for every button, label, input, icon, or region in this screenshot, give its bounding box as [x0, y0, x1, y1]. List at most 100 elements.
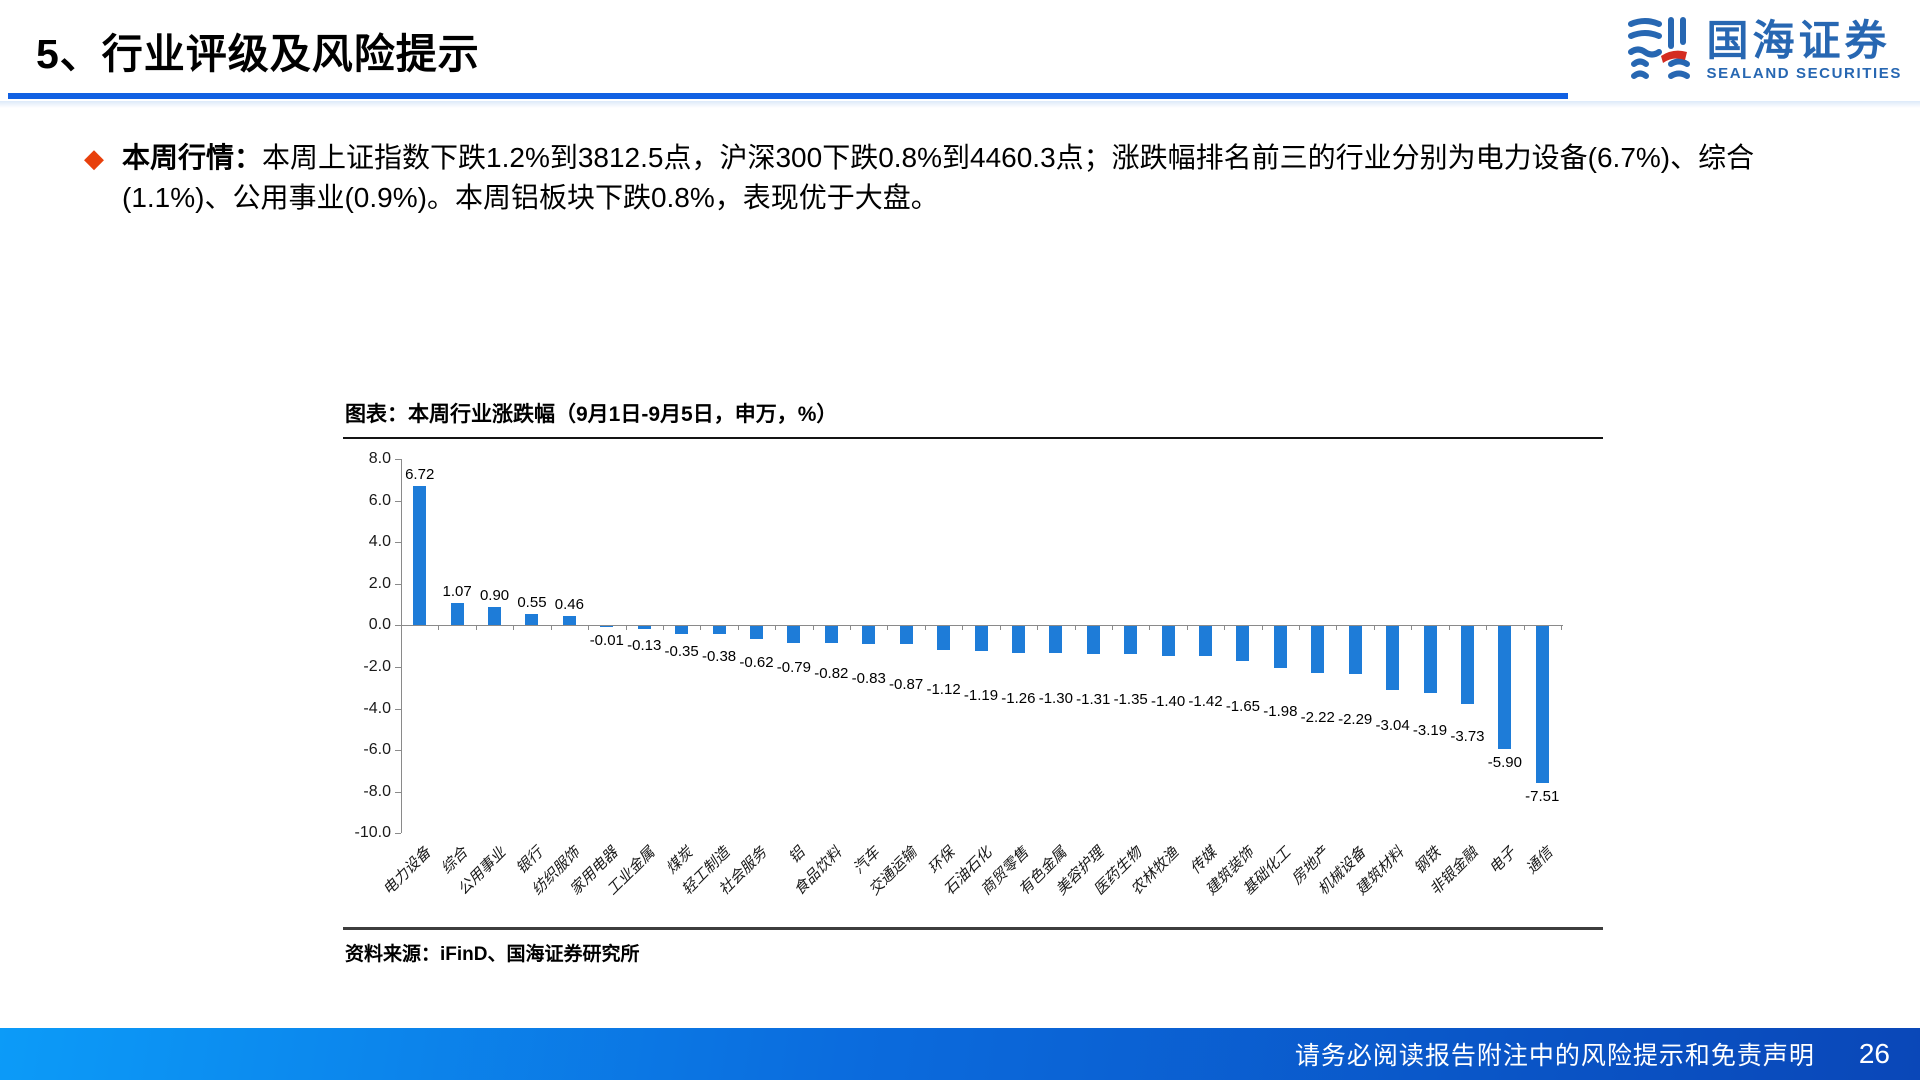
x-axis-tick	[513, 625, 515, 631]
bar-value-label: -1.19	[963, 686, 999, 704]
bar	[600, 626, 614, 628]
figure: 图表：本周行业涨跌幅（9月1日-9月5日，申万，%） 8.0 6.0 4.0 2.0 0…	[343, 398, 1603, 966]
bar-value-label: -3.19	[1412, 722, 1448, 740]
bar-value-label: -0.87	[889, 675, 924, 693]
y-axis-tick-label: 2.0	[368, 574, 391, 592]
bar	[1348, 626, 1362, 675]
bullet-text: 本周上证指数下跌1.2%到3812.5点，沪深300下跌0.8%到4460.3点…	[122, 142, 1755, 213]
x-axis-tick	[625, 625, 627, 631]
y-axis-tick	[395, 833, 401, 835]
bar-value-label: -1.40	[1150, 692, 1186, 710]
bar-value-label: -0.01	[589, 631, 624, 649]
page-title: 5、行业评级及风险提示	[36, 31, 480, 77]
bar	[824, 626, 838, 644]
bar-value-label: 6.72	[405, 465, 435, 483]
bar	[637, 626, 651, 630]
x-axis-tick	[962, 625, 964, 631]
x-axis-tick	[700, 625, 702, 631]
figure-top-rule	[343, 437, 1603, 439]
x-axis-tick	[1149, 625, 1151, 631]
y-axis-tick-label: -10.0	[354, 824, 391, 842]
y-axis-tick	[395, 625, 401, 627]
bar	[712, 626, 726, 635]
x-axis-tick	[550, 625, 552, 631]
bar-value-label: -1.26	[1001, 689, 1036, 707]
x-axis-tick	[1299, 625, 1301, 631]
bar	[525, 613, 539, 626]
bar-value-label: -0.83	[851, 670, 886, 688]
x-axis-tick	[1261, 625, 1263, 631]
bar-value-label: -0.13	[627, 637, 662, 655]
x-axis-tick	[887, 625, 889, 631]
x-axis-tick	[1336, 625, 1338, 631]
x-axis-tick	[850, 625, 852, 631]
bar-value-label: -1.35	[1113, 691, 1148, 709]
bar	[1311, 626, 1325, 673]
bullet-label: 本周行情：	[122, 142, 263, 173]
bar	[1086, 626, 1100, 654]
sealand-logo-icon	[1623, 12, 1695, 89]
x-axis-tick	[588, 625, 590, 631]
x-axis-tick	[475, 625, 477, 631]
y-axis-tick	[395, 791, 401, 793]
figure-bottom-rule	[343, 927, 1603, 930]
bar	[1386, 626, 1400, 690]
x-axis-tick	[1486, 625, 1488, 631]
figure-title: 图表：本周行业涨跌幅（9月1日-9月5日，申万，%）	[345, 403, 838, 426]
bar	[1236, 626, 1250, 661]
y-axis-tick-label: 4.0	[368, 533, 391, 551]
bar-value-label: -2.22	[1300, 708, 1335, 726]
chart-canvas: 8.0 6.0 4.0 2.0 0.0 -2.0 -4.0 -6.0 -8.0 -10.0 6.72…	[343, 439, 1603, 927]
bar-value-label: -1.30	[1038, 690, 1073, 708]
bar	[899, 626, 913, 645]
company-logo: 国海证券 SEALAND SECURITIES	[1623, 12, 1903, 89]
bar-value-label: 0.46	[554, 595, 584, 613]
x-axis-tick	[1186, 625, 1188, 631]
y-axis-tick-label: 8.0	[368, 450, 391, 467]
bar-value-label: 1.07	[442, 583, 472, 601]
bar	[937, 626, 951, 650]
logo-subtitle: SEALAND SECURITIES	[1706, 65, 1902, 82]
x-axis-tick	[438, 625, 440, 631]
y-axis-tick	[395, 500, 401, 502]
page-number: 26	[1858, 1038, 1890, 1069]
bar-value-label: -0.79	[776, 659, 811, 677]
bar	[862, 626, 876, 644]
header-soft-rule	[0, 101, 1920, 108]
x-axis-tick	[775, 625, 777, 631]
bar	[1199, 626, 1213, 656]
bar-value-label: -1.31	[1076, 690, 1111, 708]
y-axis-tick-label: -2.0	[363, 658, 391, 675]
bar-value-label: -0.35	[664, 642, 699, 660]
bar	[1124, 626, 1138, 655]
bar-value-label: -2.29	[1338, 711, 1373, 729]
x-axis-tick	[1111, 625, 1113, 631]
bar	[1273, 626, 1287, 668]
bar	[1498, 626, 1512, 750]
bar	[1011, 626, 1025, 653]
x-axis-tick	[1523, 625, 1525, 631]
bar-value-label: -0.62	[739, 653, 774, 671]
y-axis-tick-label: -4.0	[363, 699, 391, 717]
bar	[675, 626, 689, 634]
bar-value-label: -1.98	[1263, 703, 1298, 721]
bar	[450, 603, 464, 626]
bar-value-label: -7.51	[1525, 787, 1560, 805]
bar	[562, 615, 576, 626]
x-axis-tick	[1074, 625, 1076, 631]
bar-value-label: -5.90	[1487, 754, 1522, 772]
y-axis-tick	[395, 708, 401, 710]
bar-value-label: -1.12	[926, 681, 961, 699]
x-axis-tick	[999, 625, 1001, 631]
bullet-paragraph: 本周行情：本周上证指数下跌1.2%到3812.5点，沪深300下跌0.8%到44…	[122, 138, 1796, 218]
x-axis-tick	[1224, 625, 1226, 631]
x-axis-tick	[1373, 625, 1375, 631]
diamond-bullet-icon: ◆	[84, 143, 104, 173]
footer-disclaimer: 请务必阅读报告附注中的风险提示和免责声明	[1294, 1042, 1815, 1070]
logo-name: 国海证券	[1706, 17, 1891, 64]
y-axis-tick	[395, 667, 401, 668]
bar	[488, 606, 502, 626]
bar-value-label: 0.90	[479, 586, 510, 604]
bar	[1423, 626, 1437, 693]
y-axis-tick	[395, 542, 401, 544]
